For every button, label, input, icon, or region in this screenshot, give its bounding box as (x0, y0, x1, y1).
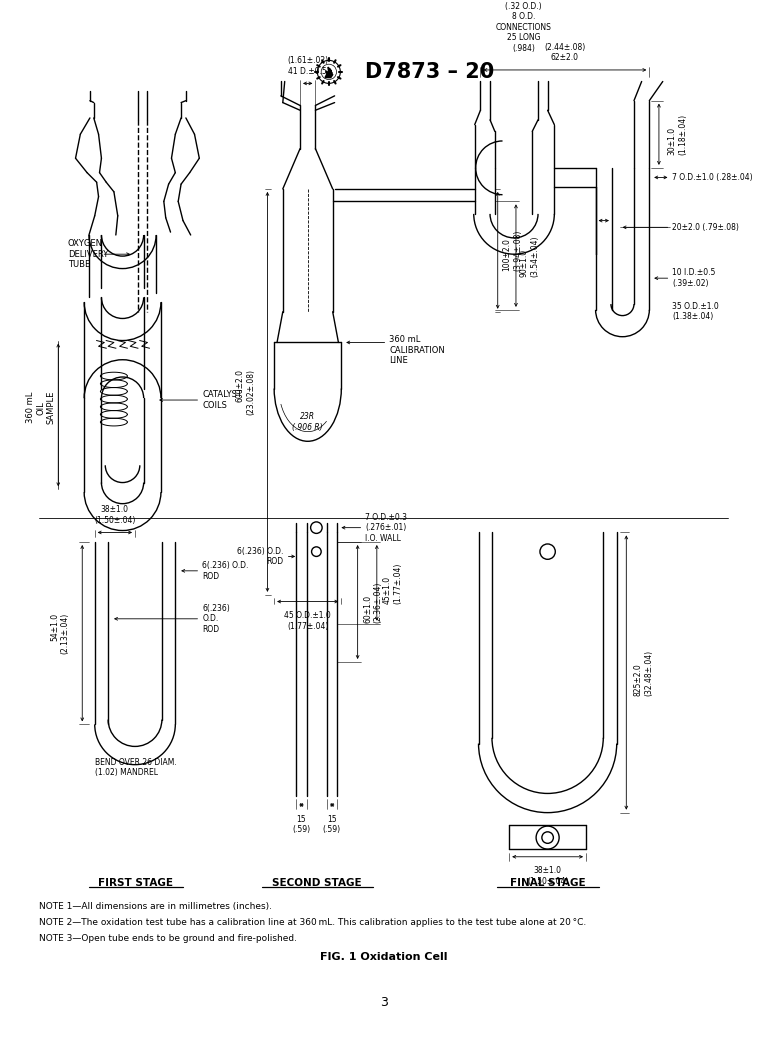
Text: D7873 – 20: D7873 – 20 (366, 61, 495, 82)
Polygon shape (325, 67, 333, 78)
Text: SECOND STAGE: SECOND STAGE (272, 878, 361, 888)
Text: OXYGEN
DELIVERY
TUBE: OXYGEN DELIVERY TUBE (68, 239, 108, 269)
Text: (.32 O.D.)
8 O.D.
CONNECTIONS
25 LONG
(.984): (.32 O.D.) 8 O.D. CONNECTIONS 25 LONG (.… (496, 2, 552, 53)
Text: (1.61±.02)
41 D.±0.5: (1.61±.02) 41 D.±0.5 (287, 56, 328, 76)
Text: 45±1.0
(1.77±.04): 45±1.0 (1.77±.04) (383, 562, 402, 604)
Text: FINAL STAGE: FINAL STAGE (510, 878, 585, 888)
Text: CATALYST
COILS: CATALYST COILS (202, 390, 242, 410)
Text: 7 O.D.±1.0 (.28±.04): 7 O.D.±1.0 (.28±.04) (672, 173, 753, 182)
Text: NOTE 2—The oxidation test tube has a calibration line at 360 mL. This calibratio: NOTE 2—The oxidation test tube has a cal… (39, 918, 587, 928)
Text: 600±2.0
(23.02±.08): 600±2.0 (23.02±.08) (236, 370, 255, 415)
Text: 38±1.0
(1.50±.04): 38±1.0 (1.50±.04) (527, 866, 568, 886)
Text: FIG. 1 Oxidation Cell: FIG. 1 Oxidation Cell (320, 951, 447, 962)
Text: 35 O.D.±1.0
(1.38±.04): 35 O.D.±1.0 (1.38±.04) (672, 302, 719, 322)
Text: 7 O.D.±0.3
(.276±.01)
I.O. WALL: 7 O.D.±0.3 (.276±.01) I.O. WALL (366, 513, 408, 542)
Text: 6(.236) O.D.
ROD: 6(.236) O.D. ROD (237, 547, 284, 566)
Text: 6(.236) O.D.
ROD: 6(.236) O.D. ROD (202, 561, 248, 581)
Text: 45 O.D.±1.0
(1.77±.04): 45 O.D.±1.0 (1.77±.04) (285, 611, 331, 631)
Text: 3: 3 (380, 996, 387, 1009)
Text: NOTE 3—Open tube ends to be ground and fire-polished.: NOTE 3—Open tube ends to be ground and f… (39, 935, 297, 943)
Text: 60±1.0
(2.36±.04): 60±1.0 (2.36±.04) (363, 582, 383, 624)
Text: 38±1.0
(1.50±.04): 38±1.0 (1.50±.04) (94, 505, 135, 525)
Text: 6(.236)
O.D.
ROD: 6(.236) O.D. ROD (202, 604, 230, 634)
Text: 360 mL
CALIBRATION
LINE: 360 mL CALIBRATION LINE (389, 335, 445, 365)
Text: 825±2.0
(32.48±.04): 825±2.0 (32.48±.04) (634, 650, 654, 695)
Text: 15
(.59): 15 (.59) (292, 814, 310, 834)
Text: 10 I.D.±0.5
(.39±.02): 10 I.D.±0.5 (.39±.02) (672, 269, 716, 288)
Text: BEND OVER 26 DIAM.
(1.02) MANDREL: BEND OVER 26 DIAM. (1.02) MANDREL (95, 758, 177, 778)
Text: 23R
(.906 R): 23R (.906 R) (293, 412, 323, 432)
Text: 20±2.0 (.79±.08): 20±2.0 (.79±.08) (672, 223, 739, 232)
Text: 30±1.0
(1.18±.04): 30±1.0 (1.18±.04) (668, 113, 687, 155)
Text: FIRST STAGE: FIRST STAGE (97, 878, 173, 888)
Text: 90±1.0
(3.54±.04): 90±1.0 (3.54±.04) (520, 235, 539, 277)
Text: NOTE 1—All dimensions are in millimetres (inches).: NOTE 1—All dimensions are in millimetres… (39, 902, 272, 911)
Text: 54±1.0
(2.13±.04): 54±1.0 (2.13±.04) (51, 612, 70, 654)
Text: (2.44±.08)
62±2.0: (2.44±.08) 62±2.0 (545, 43, 586, 62)
Text: 100±2.0
(3.94±.08): 100±2.0 (3.94±.08) (503, 230, 522, 271)
Text: 15
(.59): 15 (.59) (323, 814, 341, 834)
Text: 360 mL
OIL
SAMPLE: 360 mL OIL SAMPLE (26, 391, 56, 425)
